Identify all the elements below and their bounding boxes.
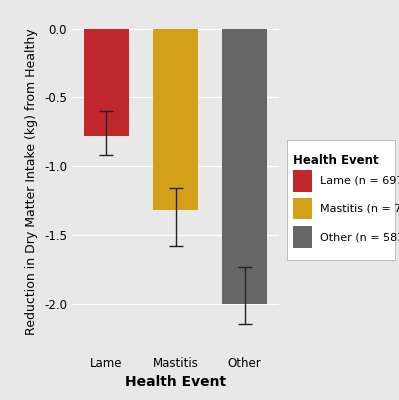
Text: Lame (n = 697): Lame (n = 697) xyxy=(320,176,399,186)
Y-axis label: Reduction in Dry Matter Intake (kg) from Healthy: Reduction in Dry Matter Intake (kg) from… xyxy=(26,29,38,335)
Text: Other (n = 583): Other (n = 583) xyxy=(320,232,399,242)
Bar xyxy=(84,28,129,136)
Bar xyxy=(153,28,198,210)
FancyBboxPatch shape xyxy=(292,198,312,219)
Text: Mastitis (n = 717): Mastitis (n = 717) xyxy=(320,204,399,214)
FancyBboxPatch shape xyxy=(292,170,312,192)
Bar xyxy=(222,28,267,304)
X-axis label: Health Event: Health Event xyxy=(125,376,226,390)
Text: Health Event: Health Event xyxy=(292,154,378,168)
FancyBboxPatch shape xyxy=(292,226,312,248)
